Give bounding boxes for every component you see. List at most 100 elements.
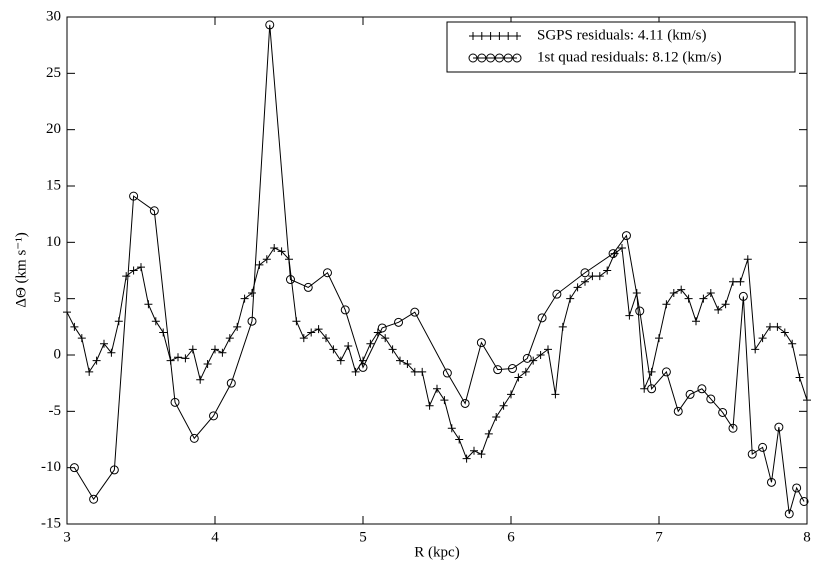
plus-marker <box>122 272 131 281</box>
legend-label: 1st quad residuals: 8.12 (km/s) <box>537 49 722 65</box>
circle-marker <box>621 231 631 241</box>
circle-marker <box>647 384 657 394</box>
circle-marker <box>226 378 236 388</box>
plus-marker <box>240 294 249 303</box>
plus-marker <box>477 450 486 459</box>
legend-marker <box>494 53 504 63</box>
x-tick-label: 8 <box>803 529 811 545</box>
y-tick-label: 5 <box>54 290 62 306</box>
plus-marker <box>336 356 345 365</box>
plus-marker <box>396 356 404 365</box>
plus-marker <box>795 373 804 382</box>
plus-marker <box>780 328 789 337</box>
legend-marker <box>504 32 513 40</box>
plus-marker <box>174 353 182 362</box>
plus-marker <box>773 322 782 331</box>
plot-frame <box>66 16 808 525</box>
plus-marker <box>366 339 375 348</box>
plus-marker <box>470 446 478 455</box>
circle-marker <box>673 406 683 416</box>
plus-marker <box>706 289 715 298</box>
circle-marker <box>322 268 332 278</box>
plus-marker <box>581 277 589 286</box>
plus-marker <box>70 322 79 331</box>
circle-marker <box>738 291 748 301</box>
y-tick-label: 15 <box>46 177 61 193</box>
circle-marker <box>747 449 757 459</box>
plus-marker <box>129 266 138 275</box>
plus-marker <box>521 367 530 376</box>
plus-marker <box>351 367 360 376</box>
plus-marker <box>440 396 449 405</box>
plus-marker <box>714 305 723 314</box>
plus-marker <box>322 334 330 343</box>
circle-marker <box>766 477 776 487</box>
plus-marker <box>188 345 197 354</box>
plus-marker <box>662 300 671 309</box>
plus-marker <box>100 339 108 348</box>
plus-marker <box>211 345 219 354</box>
circle-marker <box>265 20 275 30</box>
plus-marker <box>684 294 693 303</box>
plus-marker <box>692 317 700 326</box>
circle-marker <box>522 353 532 363</box>
y-tick-label: 30 <box>46 8 61 24</box>
plus-marker <box>373 328 382 337</box>
plus-marker <box>743 255 752 264</box>
plus-marker <box>144 300 153 309</box>
plus-marker <box>551 390 560 399</box>
plus-marker <box>299 334 308 343</box>
plus-marker <box>137 263 145 272</box>
plus-marker <box>388 345 397 354</box>
plus-marker <box>107 348 116 357</box>
plus-marker <box>618 243 626 252</box>
plus-marker <box>536 351 545 359</box>
circle-marker <box>706 394 716 404</box>
series-line <box>73 24 805 514</box>
y-tick-label: -15 <box>41 515 61 531</box>
circle-marker <box>247 316 257 326</box>
legend-marker <box>486 32 495 40</box>
circle-marker <box>170 397 180 407</box>
circle-marker <box>303 282 313 292</box>
plus-marker <box>625 311 634 320</box>
plus-marker <box>655 334 663 343</box>
legend-marker <box>503 53 513 63</box>
circle-marker <box>69 463 79 473</box>
circle-marker <box>149 206 159 216</box>
circle-marker <box>285 275 295 285</box>
circle-marker <box>661 367 671 377</box>
circle-marker <box>718 407 728 417</box>
circle-marker <box>792 483 802 493</box>
plus-marker <box>736 277 745 286</box>
plus-marker <box>758 334 767 343</box>
plus-marker <box>603 266 612 275</box>
plus-marker <box>85 367 94 376</box>
plus-marker <box>196 375 205 384</box>
circle-marker <box>774 422 784 432</box>
plus-marker <box>63 308 71 317</box>
legend-marker <box>469 32 477 40</box>
y-tick-label: -10 <box>41 459 61 475</box>
circle-marker <box>799 496 809 506</box>
plus-marker <box>255 260 264 269</box>
plus-marker <box>766 322 774 331</box>
x-tick-label: 6 <box>507 529 515 545</box>
plus-marker <box>455 435 464 444</box>
plus-marker <box>595 272 604 281</box>
plus-marker <box>544 345 552 354</box>
plus-marker <box>403 360 412 369</box>
circle-marker <box>476 338 486 348</box>
plus-marker <box>803 396 811 405</box>
plus-marker <box>721 300 730 309</box>
y-tick-label: 0 <box>54 346 62 362</box>
plus-marker <box>344 341 353 350</box>
plus-marker <box>566 294 575 303</box>
circle-marker <box>635 306 645 316</box>
legend-marker <box>513 32 521 40</box>
plus-marker <box>270 243 279 252</box>
plus-marker <box>677 285 686 294</box>
circle-marker <box>507 364 517 374</box>
